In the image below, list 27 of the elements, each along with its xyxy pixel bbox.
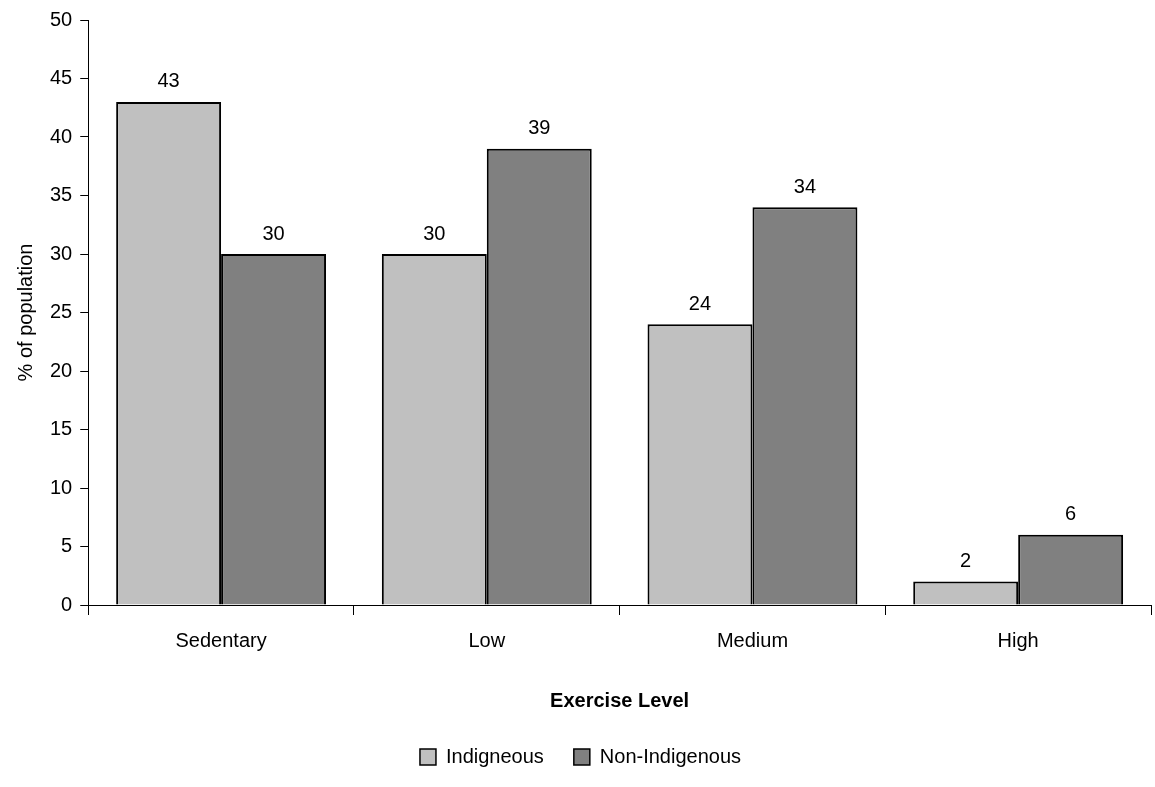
y-tick-label: 10 [50,475,73,498]
data-label: 39 [528,116,551,139]
data-label: 43 [157,69,180,92]
y-tick-label: 20 [50,358,73,381]
y-tick-label: 50 [50,7,73,30]
y-tick-label: 40 [50,124,73,147]
y-tick-label: 5 [61,534,73,557]
x-tick-label: High [997,628,1039,651]
x-axis-title: Exercise Level [550,688,690,711]
x-tick-label: Medium [716,628,789,651]
y-tick-label: 0 [61,592,73,615]
y-tick-label: 30 [50,241,73,264]
data-label: 24 [688,291,712,314]
y-tick-label: 35 [50,183,73,206]
y-tick-label: 25 [50,300,73,323]
legend-label: Indigneous [445,744,544,767]
data-label: 2 [960,549,972,572]
data-label: 30 [262,221,285,244]
data-label: 34 [793,174,817,197]
y-tick-label: 45 [50,66,73,89]
y-tick-label: 15 [50,417,73,440]
x-tick-label: Low [468,628,506,651]
y-axis-title: % of population [13,243,36,382]
legend-label: Non-Indigenous [599,744,742,767]
data-label: 30 [423,221,446,244]
x-tick-label: Sedentary [175,628,267,651]
data-label: 6 [1065,502,1077,525]
